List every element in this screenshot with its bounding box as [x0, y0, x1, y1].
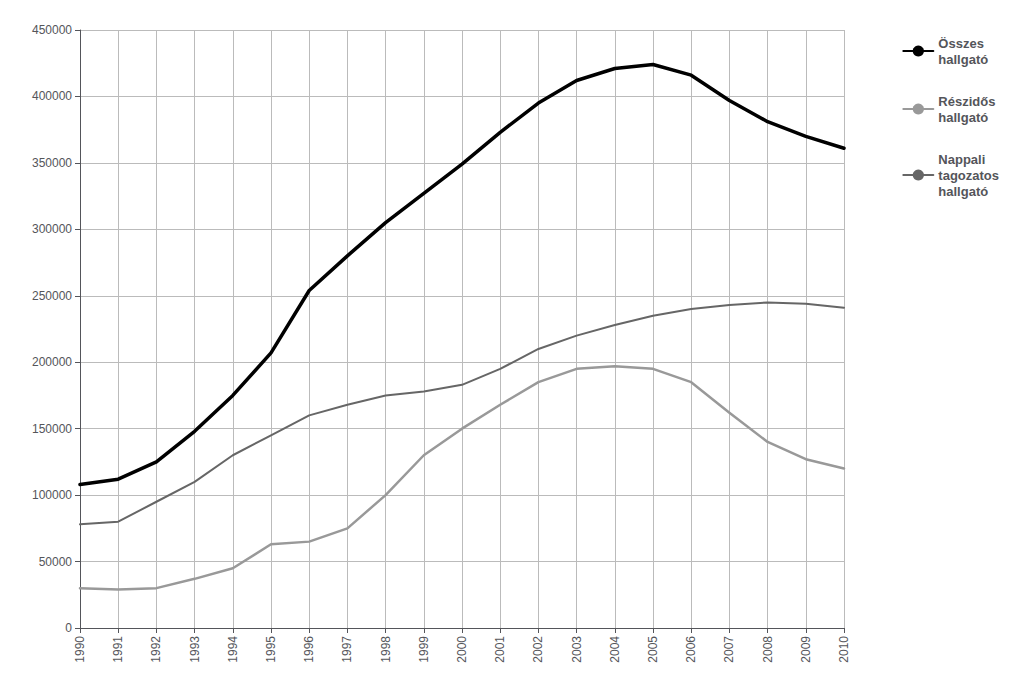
- svg-text:2006: 2006: [684, 636, 698, 663]
- svg-text:250000: 250000: [32, 289, 72, 303]
- svg-text:350000: 350000: [32, 156, 72, 170]
- svg-text:1998: 1998: [379, 636, 393, 663]
- svg-text:2001: 2001: [493, 636, 507, 663]
- svg-text:2010: 2010: [837, 636, 851, 663]
- svg-text:2000: 2000: [455, 636, 469, 663]
- svg-text:2002: 2002: [531, 636, 545, 663]
- svg-text:100000: 100000: [32, 488, 72, 502]
- svg-text:200000: 200000: [32, 355, 72, 369]
- svg-text:2004: 2004: [608, 636, 622, 663]
- svg-text:400000: 400000: [32, 89, 72, 103]
- svg-text:1990: 1990: [73, 636, 87, 663]
- svg-text:hallgató: hallgató: [938, 52, 988, 67]
- svg-text:2008: 2008: [761, 636, 775, 663]
- svg-text:tagozatos: tagozatos: [938, 168, 999, 183]
- svg-text:2007: 2007: [722, 636, 736, 663]
- svg-text:Összes: Összes: [938, 36, 984, 51]
- svg-text:450000: 450000: [32, 23, 72, 37]
- svg-text:1993: 1993: [188, 636, 202, 663]
- svg-text:1994: 1994: [226, 636, 240, 663]
- svg-text:hallgató: hallgató: [938, 184, 988, 199]
- svg-text:1991: 1991: [111, 636, 125, 663]
- svg-text:Részidős: Részidős: [938, 94, 995, 109]
- svg-text:1999: 1999: [417, 636, 431, 663]
- svg-text:hallgató: hallgató: [938, 110, 988, 125]
- svg-text:1992: 1992: [149, 636, 163, 663]
- svg-text:2009: 2009: [799, 636, 813, 663]
- svg-text:Nappali: Nappali: [938, 152, 985, 167]
- svg-text:2005: 2005: [646, 636, 660, 663]
- svg-text:1995: 1995: [264, 636, 278, 663]
- svg-text:2003: 2003: [570, 636, 584, 663]
- svg-text:150000: 150000: [32, 422, 72, 436]
- svg-text:1997: 1997: [340, 636, 354, 663]
- svg-text:50000: 50000: [39, 555, 73, 569]
- svg-text:300000: 300000: [32, 222, 72, 236]
- svg-text:0: 0: [65, 621, 72, 635]
- svg-text:1996: 1996: [302, 636, 316, 663]
